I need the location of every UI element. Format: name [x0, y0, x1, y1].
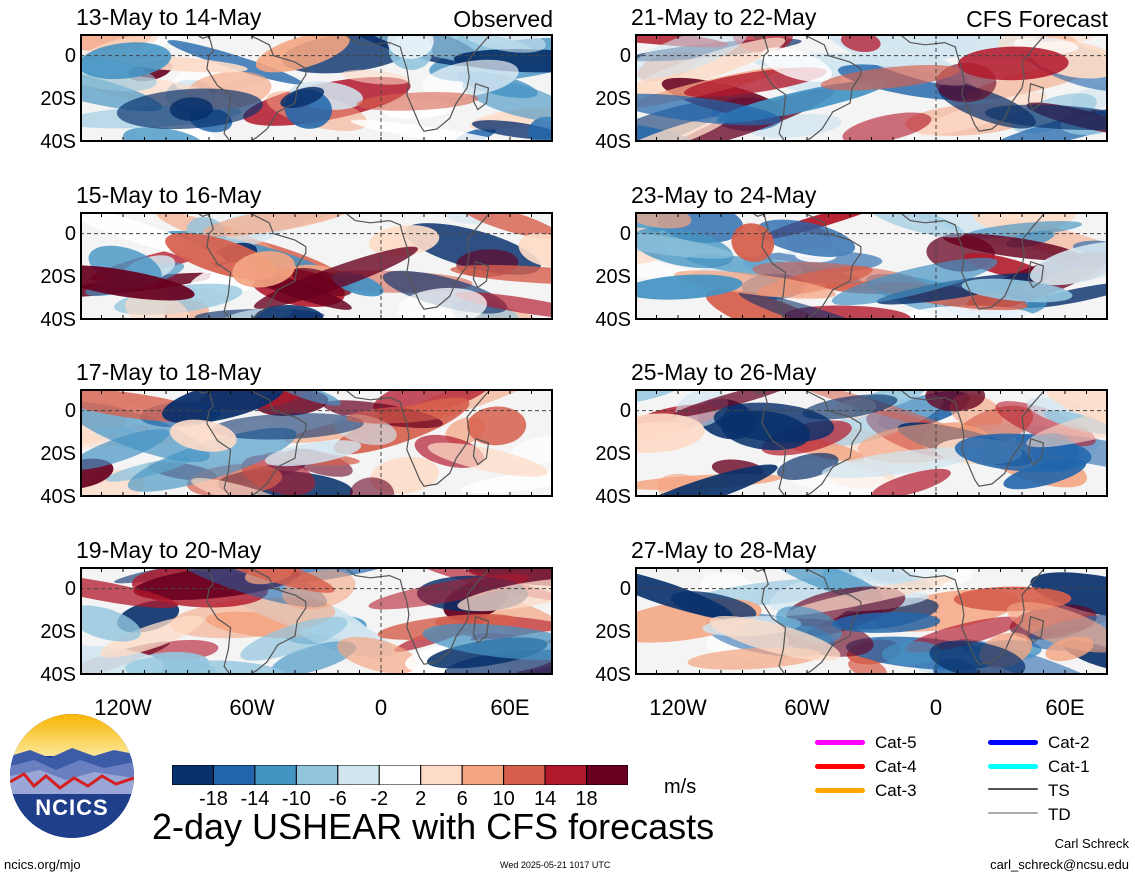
panel-tag: Observed [453, 6, 553, 32]
colorbar-label: 10 [492, 788, 515, 810]
lat-label: 0 [64, 399, 76, 422]
colorbar-label: 2 [415, 788, 427, 810]
legend-label: Cat-4 [875, 757, 917, 776]
legend-label: Cat-1 [1048, 757, 1090, 776]
lat-label: 20S [595, 265, 631, 288]
lon-label: 60E [490, 695, 530, 720]
colorbar [172, 765, 628, 785]
colorbar-label: -14 [240, 788, 270, 810]
legend-label: TS [1048, 781, 1070, 800]
lat-label: 20S [40, 620, 76, 643]
colorbar-swatch [172, 765, 214, 785]
colorbar-label: -2 [370, 788, 389, 810]
lat-label: 20S [595, 87, 631, 110]
lat-label: 40S [40, 664, 76, 686]
colorbar-swatch [254, 765, 297, 785]
colorbar-label: 14 [533, 788, 557, 810]
lat-label: 40S [595, 131, 631, 153]
shear-map [635, 212, 1108, 320]
colorbar-label: -6 [328, 788, 347, 810]
panel-title: 17-May to 18-May [76, 359, 262, 385]
footer-url: ncics.org/mjo [4, 857, 81, 872]
colorbar-swatch [378, 765, 422, 785]
lat-label: 40S [595, 486, 631, 508]
lat-label: 20S [40, 87, 76, 110]
footer-timestamp: Wed 2025-05-21 1017 UTC [500, 860, 611, 870]
legend-line [988, 788, 1038, 790]
shear-map [80, 212, 553, 320]
footer-author: Carl Schreck [1054, 836, 1129, 851]
lat-label: 0 [64, 222, 76, 245]
lon-label: 60E [1045, 695, 1085, 720]
panel-title: 13-May to 14-May [76, 4, 262, 30]
shear-map [635, 567, 1108, 675]
lon-label: 0 [929, 695, 943, 720]
legend-line [988, 764, 1038, 769]
lat-label: 40S [40, 131, 76, 153]
lat-label: 20S [40, 265, 76, 288]
lon-label: 60W [784, 695, 830, 720]
lat-label: 40S [595, 309, 631, 331]
panel-title: 21-May to 22-May [631, 4, 817, 30]
colorbar-swatch [586, 765, 628, 785]
legend-label: Cat-3 [875, 781, 917, 800]
colorbar-label: 6 [456, 788, 468, 810]
lat-label: 0 [619, 577, 631, 600]
ncics-logo [10, 714, 134, 838]
shear-map [635, 389, 1108, 497]
legend-line [988, 812, 1038, 814]
lat-label: 0 [619, 44, 631, 67]
colorbar-swatch [295, 765, 339, 785]
legend-line [815, 740, 865, 745]
logo-text: NCICS [35, 795, 109, 820]
colorbar-label: 18 [575, 788, 598, 810]
lat-label: 20S [595, 442, 631, 465]
colorbar-swatch [337, 765, 380, 785]
lat-label: 0 [64, 44, 76, 67]
lat-label: 20S [595, 620, 631, 643]
lat-label: 40S [40, 309, 76, 331]
colorbar-swatch [544, 765, 588, 785]
shear-map [80, 567, 553, 675]
main-title: 2-day USHEAR with CFS forecasts [152, 806, 715, 847]
lon-label: 120W [94, 695, 152, 720]
panel-title: 27-May to 28-May [631, 537, 817, 563]
colorbar-swatch [420, 765, 463, 785]
lat-label: 0 [619, 222, 631, 245]
lon-label: 0 [374, 695, 388, 720]
colorbar-label: -18 [199, 788, 228, 810]
shear-map [80, 389, 553, 497]
legend-label: Cat-2 [1048, 733, 1090, 752]
lat-label: 40S [40, 486, 76, 508]
colorbar-units: m/s [664, 776, 697, 798]
legend-line [815, 764, 865, 769]
colorbar-swatch [212, 765, 256, 785]
lat-label: 20S [40, 442, 76, 465]
shear-map [80, 34, 553, 142]
panel-title: 25-May to 26-May [631, 359, 817, 385]
lon-label: 60W [229, 695, 275, 720]
legend-label: TD [1048, 805, 1071, 824]
panel-tag: CFS Forecast [966, 6, 1108, 32]
lat-label: 0 [64, 577, 76, 600]
legend-line [988, 740, 1038, 745]
colorbar-label: -10 [281, 788, 311, 810]
lon-label: 120W [649, 695, 707, 720]
colorbar-swatch [461, 765, 505, 785]
footer-email: carl_schreck@ncsu.edu [990, 857, 1129, 872]
panel-title: 15-May to 16-May [76, 182, 262, 208]
colorbar-swatch [503, 765, 546, 785]
panel-title: 23-May to 24-May [631, 182, 817, 208]
panel-title: 19-May to 20-May [76, 537, 262, 563]
lat-label: 40S [595, 664, 631, 686]
lat-label: 0 [619, 399, 631, 422]
legend-label: Cat-5 [875, 733, 917, 752]
shear-map [635, 34, 1108, 142]
legend-line [815, 788, 865, 793]
